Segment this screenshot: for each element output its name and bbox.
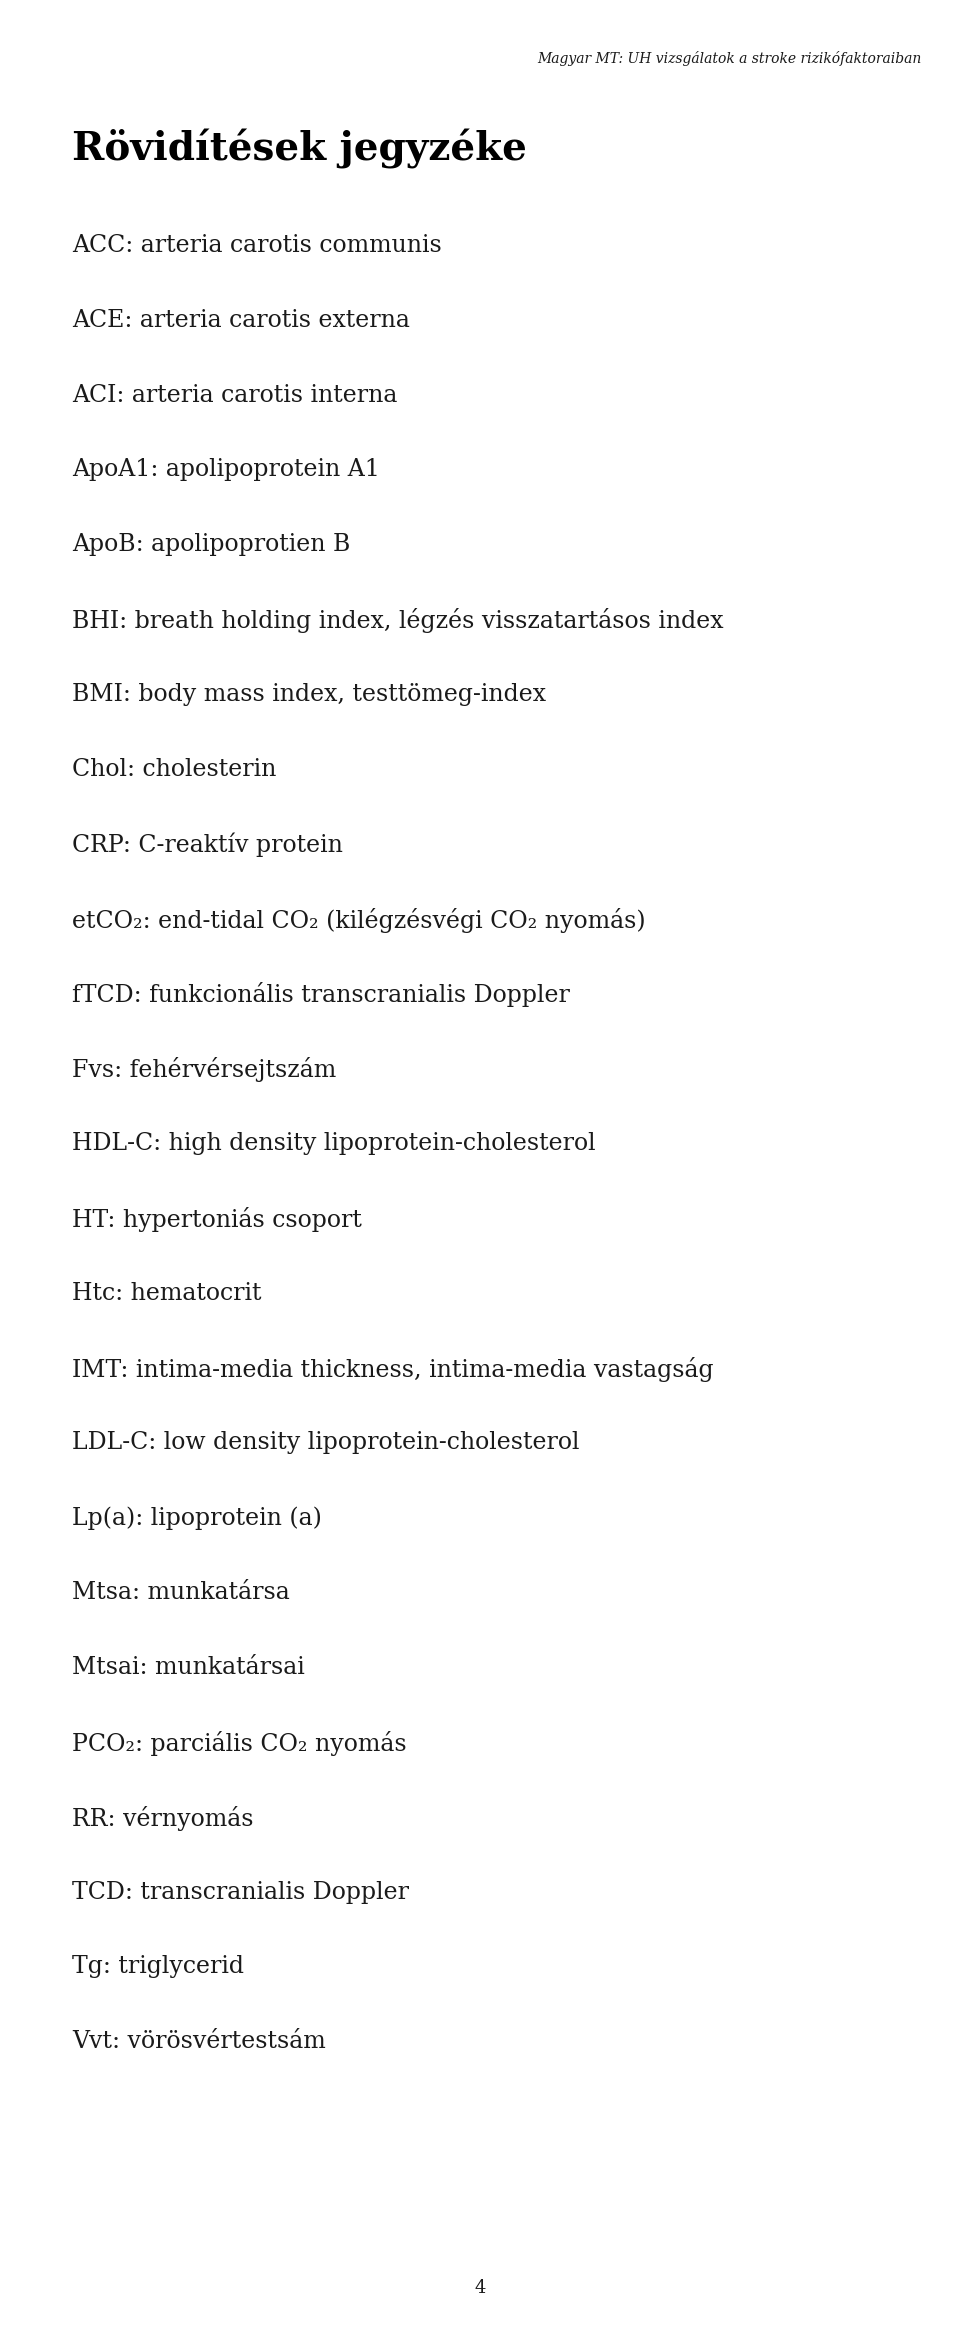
Text: fTCD: funkcionális transcranialis Doppler: fTCD: funkcionális transcranialis Dopple… bbox=[72, 982, 570, 1008]
Text: Rövidítések jegyzéke: Rövidítések jegyzéke bbox=[72, 129, 527, 168]
Text: IMT: intima-media thickness, intima-media vastagság: IMT: intima-media thickness, intima-medi… bbox=[72, 1357, 713, 1382]
Text: Mtsa: munkatársa: Mtsa: munkatársa bbox=[72, 1581, 290, 1605]
Text: Lp(a): lipoprotein (a): Lp(a): lipoprotein (a) bbox=[72, 1506, 322, 1530]
Text: BMI: body mass index, testtömeg-index: BMI: body mass index, testtömeg-index bbox=[72, 683, 546, 706]
Text: RR: vérnyomás: RR: vérnyomás bbox=[72, 1806, 253, 1831]
Text: HT: hypertoniás csoport: HT: hypertoniás csoport bbox=[72, 1207, 362, 1233]
Text: Magyar MT: UH vizsgálatok a stroke rizikófaktoraiban: Magyar MT: UH vizsgálatok a stroke rizik… bbox=[538, 51, 922, 65]
Text: LDL-C: low density lipoprotein-cholesterol: LDL-C: low density lipoprotein-cholester… bbox=[72, 1431, 580, 1455]
Text: Vvt: vörösvértestsám: Vvt: vörösvértestsám bbox=[72, 2030, 325, 2054]
Text: etCO₂: end-tidal CO₂ (kilégzésvégi CO₂ nyomás): etCO₂: end-tidal CO₂ (kilégzésvégi CO₂ n… bbox=[72, 908, 646, 933]
Text: CRP: C-reaktív protein: CRP: C-reaktív protein bbox=[72, 833, 343, 856]
Text: 4: 4 bbox=[474, 2278, 486, 2297]
Text: ACE: arteria carotis externa: ACE: arteria carotis externa bbox=[72, 309, 410, 332]
Text: Fvs: fehérvérsejtszám: Fvs: fehérvérsejtszám bbox=[72, 1057, 336, 1083]
Text: Tg: triglycerid: Tg: triglycerid bbox=[72, 1955, 244, 1979]
Text: Chol: cholesterin: Chol: cholesterin bbox=[72, 758, 276, 781]
Text: BHI: breath holding index, légzés visszatartásos index: BHI: breath holding index, légzés vissza… bbox=[72, 608, 724, 634]
Text: ApoB: apolipoprotien B: ApoB: apolipoprotien B bbox=[72, 533, 350, 557]
Text: ACI: arteria carotis interna: ACI: arteria carotis interna bbox=[72, 384, 397, 407]
Text: Htc: hematocrit: Htc: hematocrit bbox=[72, 1282, 261, 1305]
Text: ApoA1: apolipoprotein A1: ApoA1: apolipoprotein A1 bbox=[72, 458, 380, 482]
Text: HDL-C: high density lipoprotein-cholesterol: HDL-C: high density lipoprotein-choleste… bbox=[72, 1132, 595, 1155]
Text: PCO₂: parciális CO₂ nyomás: PCO₂: parciális CO₂ nyomás bbox=[72, 1731, 407, 1757]
Text: ACC: arteria carotis communis: ACC: arteria carotis communis bbox=[72, 234, 442, 257]
Text: Mtsai: munkatársai: Mtsai: munkatársai bbox=[72, 1656, 304, 1679]
Text: TCD: transcranialis Doppler: TCD: transcranialis Doppler bbox=[72, 1881, 409, 1904]
